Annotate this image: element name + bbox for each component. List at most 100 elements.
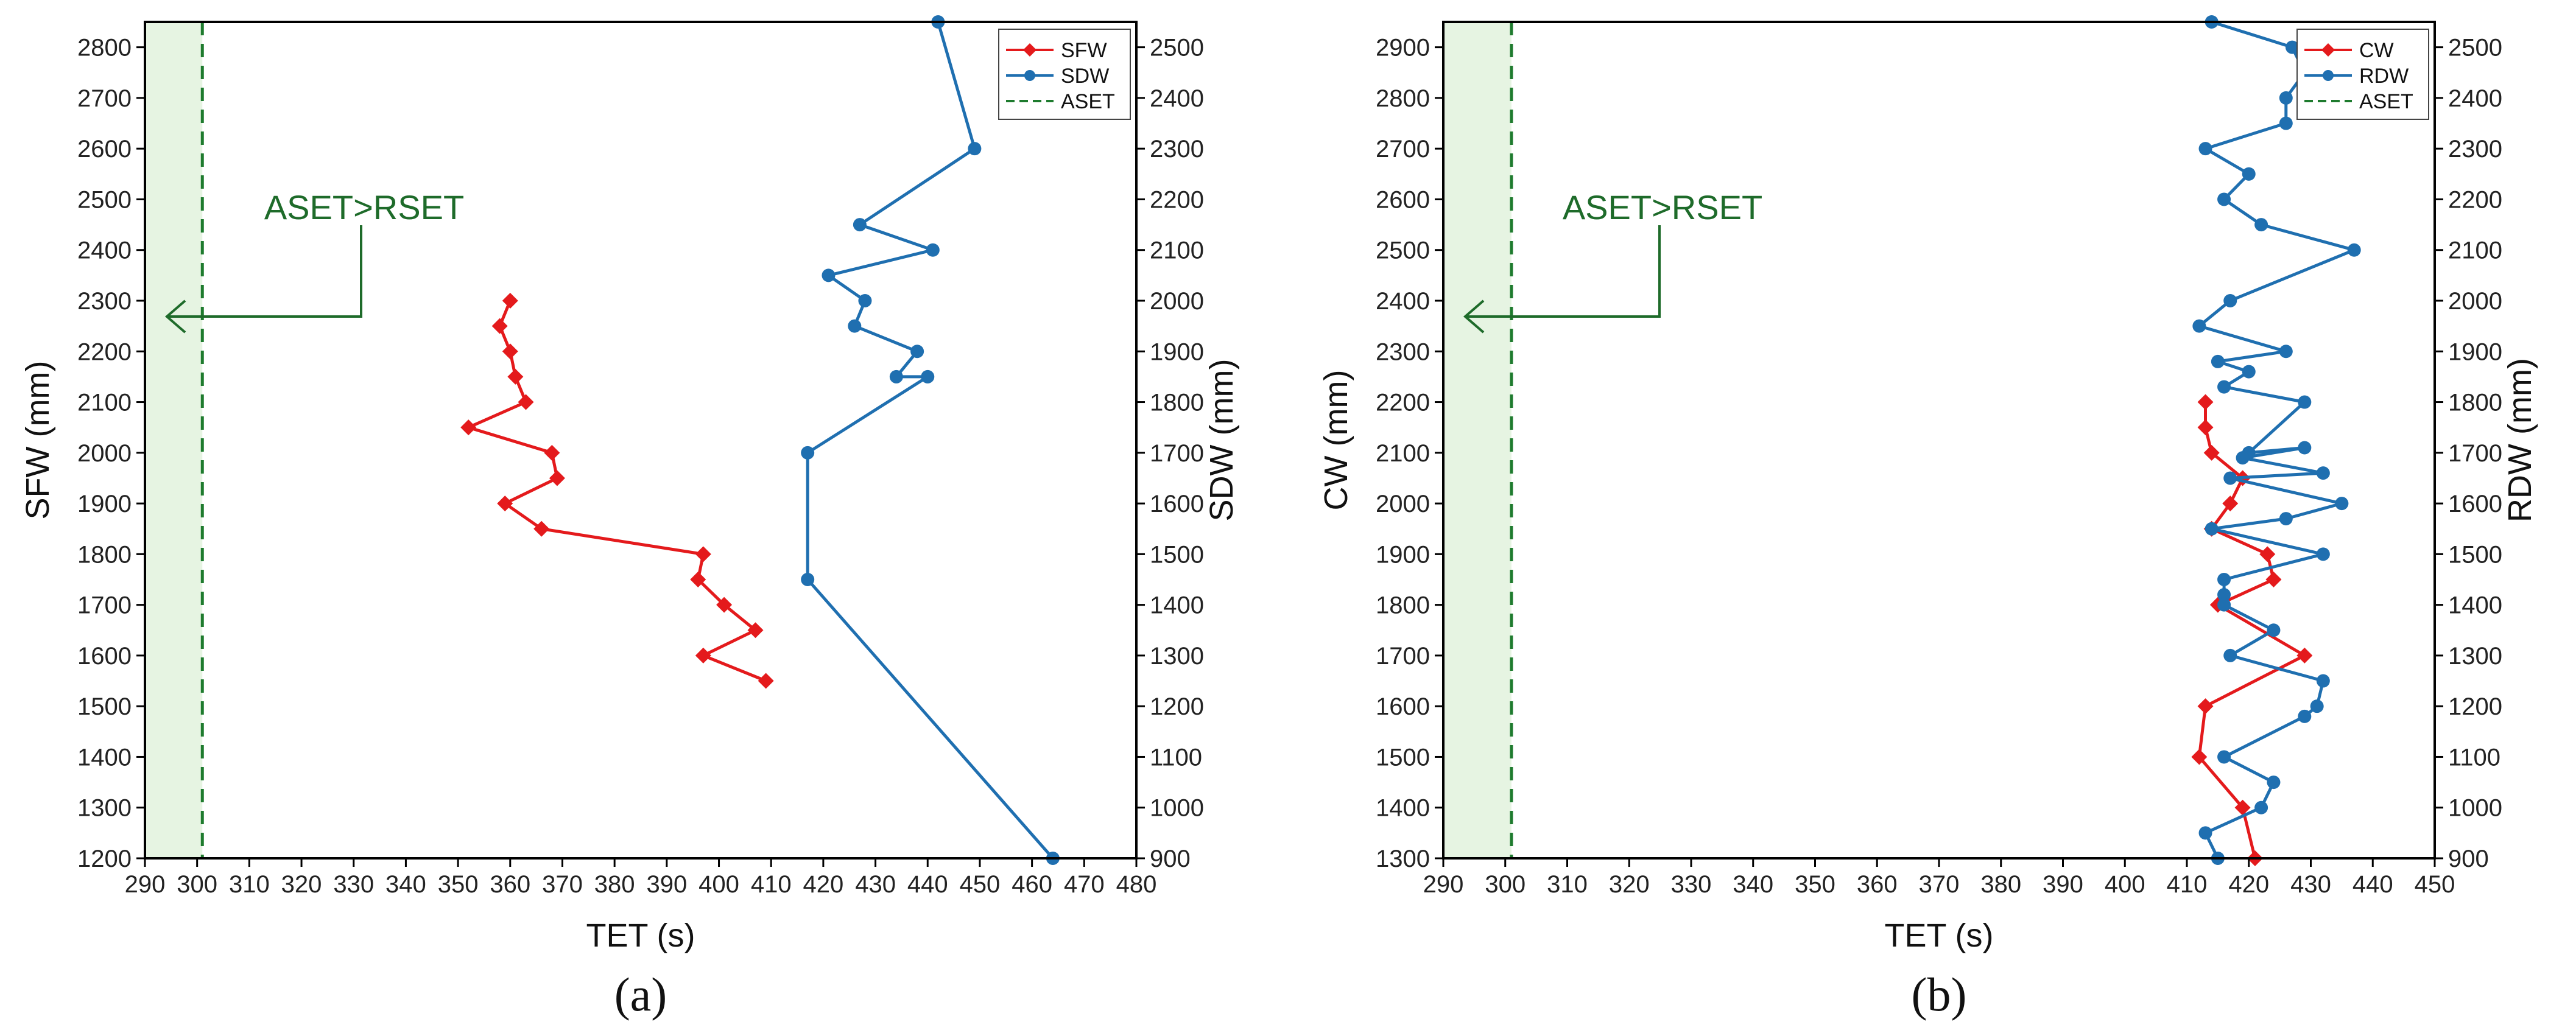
- aset-shade: [145, 22, 203, 858]
- point-sfw-13: [747, 622, 764, 639]
- y-right-tick-label: 900: [2448, 846, 2489, 872]
- y-left-tick-label: 2500: [77, 186, 132, 213]
- point-rdw-20: [2316, 466, 2330, 480]
- x-tick-label: 310: [1547, 871, 1588, 898]
- point-rdw-12: [2279, 345, 2293, 359]
- x-tick-label: 320: [1609, 871, 1650, 898]
- x-tick-label: 470: [1064, 871, 1105, 898]
- x-tick-label: 430: [855, 871, 896, 898]
- y-left-tick-label: 2800: [77, 35, 132, 61]
- point-rdw-25: [2316, 547, 2330, 561]
- y-right-tick-label: 2200: [1150, 186, 1204, 213]
- x-tick-label: 370: [542, 871, 583, 898]
- plot-frame: [1442, 21, 2436, 860]
- legend-label-rdw: RDW: [2359, 65, 2409, 88]
- x-tick-label: 400: [699, 871, 739, 898]
- y-right-tick-label: 2500: [1150, 35, 1204, 61]
- x-tick-label: 340: [385, 871, 426, 898]
- point-cw-0: [2197, 394, 2214, 410]
- point-sfw-6: [544, 444, 560, 461]
- annotation-arrow: [167, 225, 362, 318]
- y-left-tick-label: 1300: [1376, 846, 1430, 872]
- y-right-tick-label: 1900: [1150, 338, 1204, 365]
- x-tick-label: 290: [1423, 871, 1464, 898]
- y-left-tick-label: 1500: [1376, 744, 1430, 771]
- point-cw-12: [2234, 799, 2251, 816]
- y-left-tick-label: 1800: [1376, 592, 1430, 619]
- x-tick-label: 450: [2415, 871, 2455, 898]
- x-tick-label: 400: [2105, 871, 2145, 898]
- annotation-text: ASET>RSET: [264, 188, 464, 226]
- point-rdw-5: [2198, 142, 2212, 156]
- annotation-arrow: [1465, 225, 1661, 318]
- y-right-axis-label: RDW (mm): [2502, 358, 2538, 522]
- point-rdw-22: [2335, 497, 2349, 511]
- point-rdw-36: [2254, 800, 2268, 814]
- point-sdw-6: [848, 319, 862, 333]
- x-tick-label: 420: [2228, 871, 2269, 898]
- point-rdw-7: [2217, 192, 2231, 206]
- y-right-tick-label: 1100: [1150, 744, 1202, 771]
- point-sdw-11: [801, 573, 815, 586]
- y-left-tick-label: 2300: [1376, 338, 1430, 365]
- point-rdw-4: [2279, 116, 2293, 130]
- x-tick-label: 350: [1795, 871, 1835, 898]
- point-cw-7: [2265, 572, 2282, 587]
- x-tick-label: 380: [594, 871, 635, 898]
- y-left-tick-label: 2000: [77, 440, 132, 467]
- y-left-tick-label: 2200: [77, 338, 132, 365]
- point-sfw-12: [716, 597, 733, 613]
- point-rdw-3: [2279, 91, 2293, 105]
- x-tick-label: 380: [1980, 871, 2021, 898]
- point-cw-11: [2191, 749, 2208, 765]
- legend-marker-cw: [2321, 43, 2335, 57]
- point-sfw-11: [690, 572, 706, 587]
- y-left-tick-label: 2100: [1376, 440, 1430, 467]
- point-rdw-6: [2242, 167, 2256, 181]
- y-left-tick-label: 2400: [1376, 288, 1430, 315]
- series-line-rdw: [2197, 20, 2356, 860]
- plot-frame: [144, 21, 1138, 860]
- x-tick-label: 360: [1857, 871, 1898, 898]
- point-rdw-30: [2223, 648, 2237, 662]
- series-line-sfw: [466, 300, 767, 682]
- y-left-tick-label: 2700: [77, 85, 132, 112]
- point-sdw-9: [921, 369, 935, 383]
- point-rdw-8: [2254, 218, 2268, 232]
- aset-shade: [1443, 22, 1511, 858]
- y-right-tick-label: 1500: [1150, 541, 1204, 568]
- annotation-arrowhead: [164, 299, 186, 334]
- point-sdw-4: [822, 268, 836, 282]
- y-left-tick-label: 2800: [1376, 85, 1430, 112]
- point-rdw-14: [2242, 365, 2256, 379]
- legend-label-aset: ASET: [1061, 90, 1115, 113]
- legend-marker-sdw: [1024, 70, 1035, 81]
- point-rdw-37: [2198, 826, 2212, 840]
- y-left-tick-label: 2000: [1376, 491, 1430, 517]
- point-cw-4: [2222, 495, 2239, 512]
- point-rdw-13: [2211, 354, 2225, 368]
- point-rdw-28: [2217, 598, 2231, 612]
- point-sdw-8: [889, 369, 903, 383]
- point-rdw-18: [2298, 441, 2312, 455]
- x-tick-label: 440: [907, 871, 948, 898]
- x-tick-label: 450: [960, 871, 1001, 898]
- y-left-tick-label: 2600: [1376, 186, 1430, 213]
- y-right-tick-label: 2500: [2448, 35, 2502, 61]
- y-left-tick-label: 2900: [1376, 35, 1430, 61]
- annotation-arrowhead: [1463, 299, 1485, 334]
- point-rdw-10: [2223, 294, 2237, 307]
- x-tick-label: 300: [177, 871, 217, 898]
- x-tick-label: 330: [333, 871, 374, 898]
- y-left-tick-label: 1500: [77, 693, 132, 720]
- y-left-tick-label: 1800: [77, 541, 132, 568]
- point-rdw-11: [2192, 319, 2206, 333]
- x-axis-label: TET (s): [586, 917, 695, 954]
- y-left-tick-label: 2200: [1376, 390, 1430, 416]
- point-cw-9: [2296, 647, 2313, 664]
- y-left-tick-label: 1900: [1376, 541, 1430, 568]
- point-rdw-26: [2217, 573, 2231, 586]
- point-sfw-4: [518, 394, 534, 410]
